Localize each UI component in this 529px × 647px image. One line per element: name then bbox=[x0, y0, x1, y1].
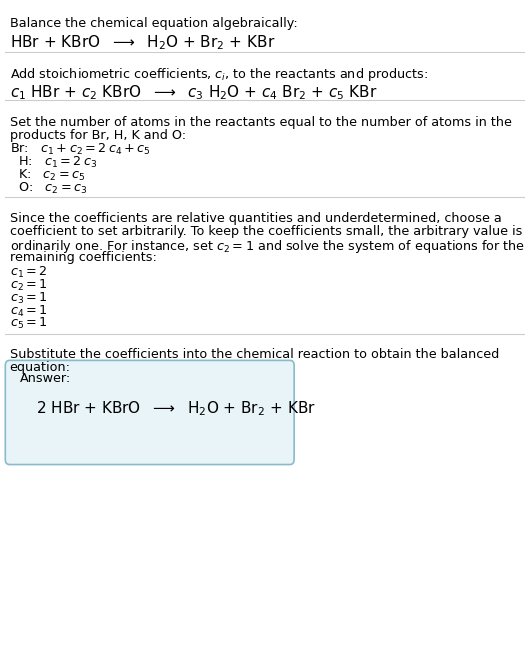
Text: products for Br, H, K and O:: products for Br, H, K and O: bbox=[10, 129, 186, 142]
Text: Br:   $c_1 + c_2 = 2\,c_4 + c_5$: Br: $c_1 + c_2 = 2\,c_4 + c_5$ bbox=[10, 142, 150, 157]
Text: equation:: equation: bbox=[10, 361, 70, 374]
Text: Set the number of atoms in the reactants equal to the number of atoms in the: Set the number of atoms in the reactants… bbox=[10, 116, 512, 129]
Text: coefficient to set arbitrarily. To keep the coefficients small, the arbitrary va: coefficient to set arbitrarily. To keep … bbox=[10, 225, 522, 238]
Text: HBr + KBrO  $\longrightarrow$  H$_2$O + Br$_2$ + KBr: HBr + KBrO $\longrightarrow$ H$_2$O + Br… bbox=[10, 34, 275, 52]
Text: $c_5 = 1$: $c_5 = 1$ bbox=[10, 316, 47, 331]
Text: Add stoichiometric coefficients, $c_i$, to the reactants and products:: Add stoichiometric coefficients, $c_i$, … bbox=[10, 66, 427, 83]
Text: Substitute the coefficients into the chemical reaction to obtain the balanced: Substitute the coefficients into the che… bbox=[10, 348, 499, 361]
Text: $c_4 = 1$: $c_4 = 1$ bbox=[10, 303, 47, 318]
Text: $c_2 = 1$: $c_2 = 1$ bbox=[10, 278, 47, 292]
Text: $c_1$ HBr + $c_2$ KBrO  $\longrightarrow$  $c_3$ H$_2$O + $c_4$ Br$_2$ + $c_5$ K: $c_1$ HBr + $c_2$ KBrO $\longrightarrow$… bbox=[10, 83, 377, 102]
Text: Answer:: Answer: bbox=[20, 372, 71, 385]
Text: ordinarily one. For instance, set $c_2 = 1$ and solve the system of equations fo: ordinarily one. For instance, set $c_2 =… bbox=[10, 238, 525, 255]
Text: Balance the chemical equation algebraically:: Balance the chemical equation algebraica… bbox=[10, 17, 297, 30]
Text: 2 HBr + KBrO  $\longrightarrow$  H$_2$O + Br$_2$ + KBr: 2 HBr + KBrO $\longrightarrow$ H$_2$O + … bbox=[36, 399, 316, 418]
FancyBboxPatch shape bbox=[5, 360, 294, 465]
Text: K:   $c_2 = c_5$: K: $c_2 = c_5$ bbox=[10, 168, 85, 183]
Text: remaining coefficients:: remaining coefficients: bbox=[10, 251, 157, 264]
Text: H:   $c_1 = 2\,c_3$: H: $c_1 = 2\,c_3$ bbox=[10, 155, 97, 170]
Text: $c_3 = 1$: $c_3 = 1$ bbox=[10, 291, 47, 305]
Text: $c_1 = 2$: $c_1 = 2$ bbox=[10, 265, 47, 280]
Text: Since the coefficients are relative quantities and underdetermined, choose a: Since the coefficients are relative quan… bbox=[10, 212, 501, 225]
Text: O:   $c_2 = c_3$: O: $c_2 = c_3$ bbox=[10, 181, 87, 196]
